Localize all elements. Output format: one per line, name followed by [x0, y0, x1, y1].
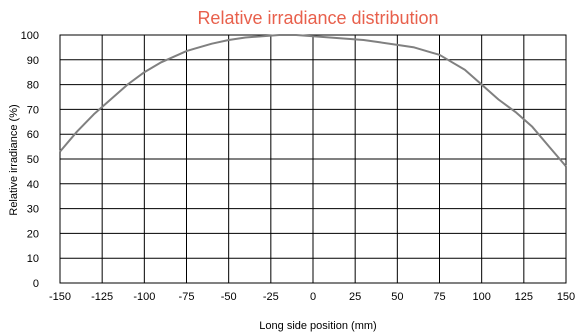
x-tick-label: 75 — [433, 291, 445, 303]
y-tick-label: 80 — [27, 80, 39, 92]
y-axis-label: Relative irradiance (%) — [8, 104, 20, 215]
x-tick-label: -75 — [179, 291, 195, 303]
x-tick-label: -125 — [91, 291, 113, 303]
y-tick-label: 90 — [27, 55, 39, 67]
plot-grid — [59, 34, 567, 284]
series-layer — [59, 34, 567, 168]
x-tick-label: 25 — [349, 291, 361, 303]
chart-title: Relative irradiance distribution — [197, 8, 438, 28]
x-axis-ticks: -150 -125 -100 -75 -50 -25 0 25 50 75 100 125 150 — [49, 291, 575, 303]
x-tick-label: -100 — [133, 291, 155, 303]
x-tick-label: 150 — [557, 291, 575, 303]
y-tick-label: 60 — [27, 129, 39, 141]
x-tick-label: 50 — [391, 291, 403, 303]
y-tick-label: 0 — [33, 278, 39, 290]
x-tick-label: 0 — [310, 291, 316, 303]
y-axis-ticks: 0 10 20 30 40 50 60 70 80 90 100 — [21, 30, 39, 290]
y-tick-label: 10 — [27, 253, 39, 265]
y-tick-label: 20 — [27, 228, 39, 240]
y-tick-label: 50 — [27, 154, 39, 166]
y-tick-label: 30 — [27, 204, 39, 216]
x-axis-label: Long side position (mm) — [259, 320, 376, 332]
y-tick-label: 100 — [21, 30, 39, 42]
x-tick-label: -50 — [221, 291, 237, 303]
x-tick-label: -25 — [263, 291, 279, 303]
plot-frame — [59, 34, 567, 284]
y-tick-label: 40 — [27, 179, 39, 191]
y-tick-label: 70 — [27, 104, 39, 116]
x-tick-label: 125 — [515, 291, 533, 303]
x-tick-label: -150 — [49, 291, 71, 303]
series-line-1 — [59, 34, 567, 168]
x-tick-label: 100 — [472, 291, 490, 303]
